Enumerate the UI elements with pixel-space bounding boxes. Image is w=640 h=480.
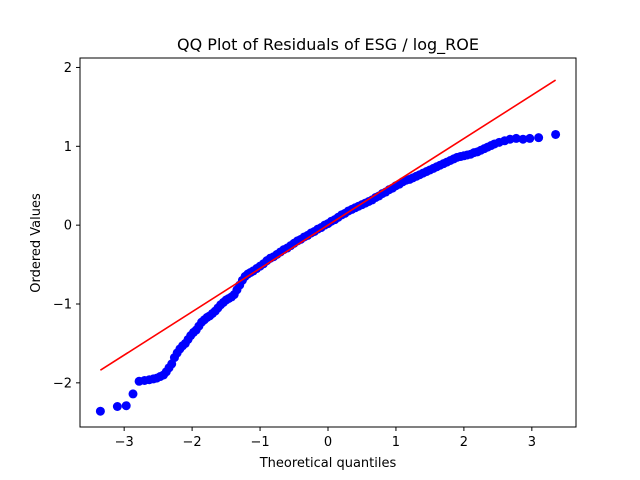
- x-tick-label: −1: [250, 435, 269, 450]
- x-axis: −3 −2 −1 0 1 2 3: [115, 427, 536, 450]
- y-tick-label: 2: [64, 61, 72, 76]
- y-axis-label: Ordered Values: [29, 193, 44, 293]
- x-axis-label: Theoretical quantiles: [259, 456, 397, 471]
- fit-line-layer: [99, 79, 557, 371]
- y-tick-label: 1: [64, 140, 72, 155]
- y-axis: −2 −1 0 1 2: [53, 61, 80, 391]
- data-point: [534, 133, 544, 143]
- y-tick-label: 0: [64, 219, 72, 234]
- data-point: [95, 406, 105, 416]
- x-tick-label: −2: [183, 435, 202, 450]
- plot-area: [95, 79, 561, 416]
- data-point: [128, 389, 138, 399]
- chart-title: QQ Plot of Residuals of ESG / log_ROE: [177, 35, 479, 55]
- x-tick-label: 3: [528, 435, 536, 450]
- x-tick-label: 1: [392, 435, 400, 450]
- x-tick-label: 2: [460, 435, 468, 450]
- data-point: [121, 401, 131, 411]
- x-tick-label: −3: [115, 435, 134, 450]
- y-tick-label: −2: [53, 376, 72, 391]
- data-point: [551, 129, 561, 139]
- data-point: [112, 402, 122, 411]
- y-tick-label: −1: [53, 298, 72, 313]
- reference-line: [99, 79, 557, 371]
- data-point: [525, 133, 535, 143]
- x-tick-label: 0: [324, 435, 332, 450]
- data-point: [518, 134, 528, 144]
- data-point: [511, 133, 521, 143]
